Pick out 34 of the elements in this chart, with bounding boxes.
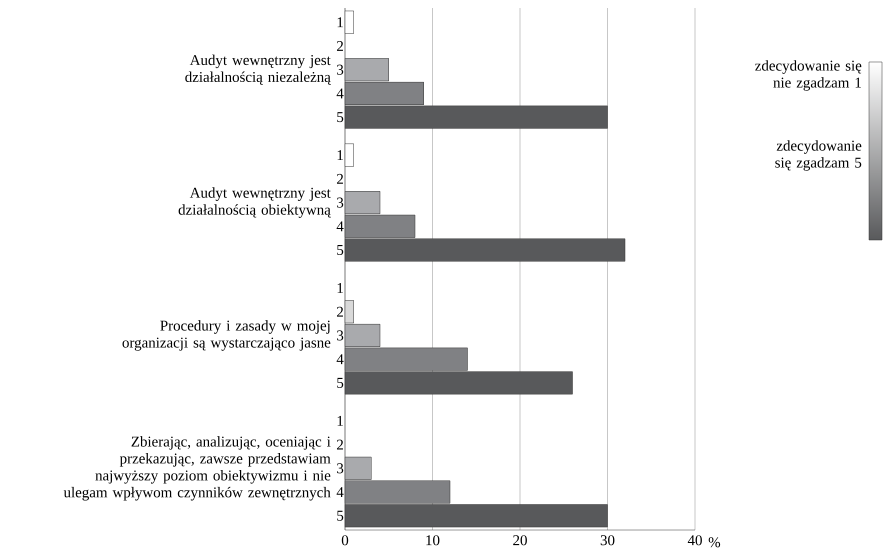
- text: 2: [336, 41, 343, 51]
- x-tick-label: 30: [600, 535, 614, 546]
- y-tick-label: Audyt wewnętrzny jest działalnością obiektywną: [178, 187, 331, 218]
- x-tick-label: 0: [342, 535, 348, 546]
- text: 4: [336, 354, 344, 364]
- text: 4: [336, 221, 344, 232]
- text: 4: [336, 487, 344, 497]
- x-axis-title: %: [708, 537, 720, 548]
- text: 1: [338, 416, 343, 426]
- text: zdecydowanie się nie zgadzam 1: [755, 60, 862, 91]
- y-tick-label: Zbierając, analizując, oceniając i przekazując, zawsze przedstawiam najwyższy poziom obiektywizmu i nie ulegam wpływom czynników zewnętrznych: [64, 436, 331, 501]
- bar: [344, 10, 354, 34]
- text: zdecydowanie się zgadzam 5: [775, 140, 862, 171]
- series-label: 3: [337, 64, 344, 75]
- text: 1: [338, 283, 343, 293]
- text: 3: [337, 198, 344, 208]
- x-tick-label: 20: [513, 535, 527, 546]
- text: 2: [336, 440, 343, 450]
- x-tick-label: 10: [426, 535, 440, 546]
- series-label: 2: [336, 306, 343, 317]
- text: 2: [336, 174, 343, 184]
- series-label: 4: [336, 88, 344, 98]
- text: 3: [337, 463, 344, 474]
- series-label: 1: [338, 17, 343, 28]
- x-tick-label: 40: [688, 535, 702, 546]
- text: 5: [337, 378, 344, 388]
- text: 5: [337, 245, 344, 255]
- text: 1: [338, 150, 343, 160]
- text: 3: [337, 330, 344, 340]
- bar: [344, 144, 354, 167]
- y-tick-label: Procedury i zasady w mojej organizacji są wystarczająco jasne: [122, 320, 330, 351]
- text: 5: [337, 510, 344, 521]
- y-tick-label: Audyt wewnętrzny jest działalnością niezależną: [185, 54, 331, 85]
- series-label: 5: [337, 112, 344, 122]
